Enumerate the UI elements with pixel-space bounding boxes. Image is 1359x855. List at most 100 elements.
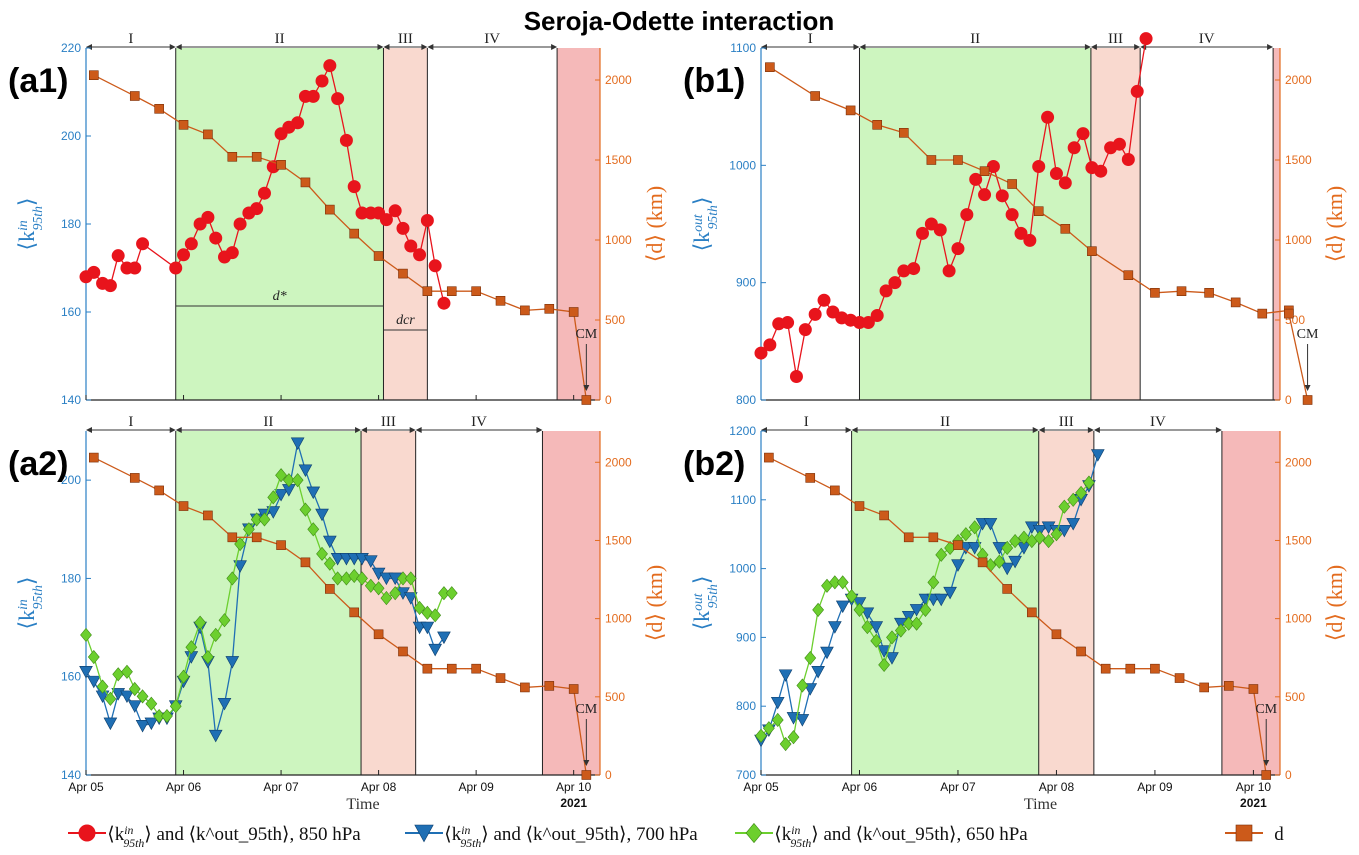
point-k850 — [420, 213, 434, 227]
legend-marker-k700 — [414, 824, 434, 843]
cm-shade — [542, 431, 600, 775]
point-k650 — [812, 602, 825, 617]
point-k650 — [316, 546, 328, 561]
phase-arrowhead — [761, 427, 767, 433]
point-k700 — [877, 645, 891, 658]
point-k650 — [258, 512, 271, 527]
phase-arrowhead — [1090, 44, 1097, 50]
point-k850 — [781, 316, 795, 330]
point-d — [1261, 770, 1272, 780]
point-k650 — [282, 473, 295, 488]
point-k850 — [1130, 84, 1144, 98]
point-k850 — [870, 309, 884, 323]
x-tick-label: Apr 08 — [361, 780, 397, 794]
phase-arrowhead — [175, 44, 182, 50]
phase-arrowhead — [853, 44, 860, 50]
point-d — [1125, 663, 1136, 674]
panel-label: (a2) — [8, 445, 68, 483]
point-d — [1033, 206, 1044, 216]
point-k650 — [919, 602, 932, 617]
point-k650 — [104, 691, 117, 706]
x-tick-label: Apr 10 — [556, 780, 592, 794]
point-k850 — [888, 276, 902, 290]
point-d — [89, 452, 99, 463]
point-k850 — [916, 226, 930, 240]
left-tick-label: 160 — [61, 670, 81, 684]
panel-b2: I II III IV70080090010001100120005001000150… — [683, 414, 1347, 813]
left-tick-label: 180 — [61, 571, 81, 585]
left-tick-label: 200 — [61, 129, 81, 143]
left-tick-label: 800 — [736, 393, 756, 407]
right-axis-label: ⟨d⟩ (km) — [642, 565, 667, 641]
point-k650 — [331, 571, 344, 586]
phase-arrowhead — [1032, 427, 1039, 433]
point-d — [203, 510, 213, 521]
point-k850 — [347, 180, 361, 194]
point-k650 — [209, 627, 222, 643]
point-k650 — [902, 616, 915, 631]
point-k850 — [1058, 176, 1072, 190]
point-k700 — [770, 696, 785, 710]
phase-II-shade — [175, 48, 384, 400]
phase-arrowhead — [551, 44, 558, 50]
right-tick-label: 1500 — [1285, 153, 1312, 167]
point-k850 — [428, 259, 442, 273]
point-k650 — [836, 575, 849, 590]
phase-arrowhead — [383, 44, 390, 50]
point-d — [1007, 179, 1017, 189]
point-k650 — [438, 586, 450, 601]
point-k850 — [995, 189, 1009, 203]
point-k850 — [177, 248, 191, 262]
point-k700 — [943, 586, 957, 600]
point-k650 — [267, 490, 280, 505]
point-d — [398, 268, 408, 279]
left-tick-label: 1000 — [729, 158, 756, 172]
legend-item-k650: ⟨kin 95th⟩ and ⟨k^out_95th⟩, 650 hPa — [735, 822, 1028, 850]
point-d — [178, 120, 189, 130]
phase-label: IV — [484, 31, 500, 47]
point-k650 — [356, 571, 368, 586]
point-k850 — [1076, 127, 1090, 141]
point-d — [568, 307, 579, 317]
panels: I II III IV1401601802002200500100015002000⟨… — [8, 31, 1347, 813]
x-tick-label: Apr 07 — [940, 780, 976, 794]
phase-arrowhead — [355, 427, 362, 433]
right-tick-label: 1000 — [1285, 233, 1312, 247]
point-k850 — [209, 231, 223, 245]
point-d — [1076, 646, 1086, 657]
phase-III-shade — [1090, 48, 1141, 400]
point-d — [926, 155, 937, 165]
point-d — [325, 584, 335, 594]
point-k650 — [771, 712, 784, 728]
point-d — [178, 501, 189, 511]
legend-marker-k850 — [78, 824, 96, 842]
x-tick-label: Apr 07 — [263, 780, 299, 794]
point-d — [495, 295, 506, 306]
point-k650 — [910, 616, 923, 631]
phase-arrowhead — [361, 427, 368, 433]
right-axis-label: ⟨d⟩ (km) — [642, 186, 667, 262]
point-k850 — [404, 239, 418, 253]
point-k700 — [403, 592, 418, 605]
right-tick-label: 1500 — [605, 153, 632, 167]
point-k850 — [933, 223, 947, 237]
point-k650 — [323, 556, 336, 571]
point-k850 — [879, 284, 893, 298]
x-tick-label: Apr 08 — [1039, 780, 1075, 794]
point-k650 — [194, 615, 207, 630]
panel-a2: I II III IV1401601802000500100015002000Apr … — [8, 414, 667, 813]
right-tick-label: 500 — [605, 690, 625, 704]
x-tick-label: Apr 10 — [1236, 780, 1272, 794]
x-tick-label: Apr 06 — [842, 780, 878, 794]
point-k650 — [935, 547, 948, 562]
point-k850 — [1041, 110, 1055, 124]
right-tick-label: 500 — [605, 313, 625, 327]
point-d — [1150, 287, 1160, 298]
phase-arrowhead — [761, 44, 767, 50]
point-k700 — [120, 690, 134, 704]
point-k700 — [323, 535, 337, 549]
point-k650 — [80, 627, 92, 643]
phase-label: IV — [1150, 414, 1166, 430]
point-d — [373, 251, 384, 261]
point-k650 — [787, 730, 800, 745]
